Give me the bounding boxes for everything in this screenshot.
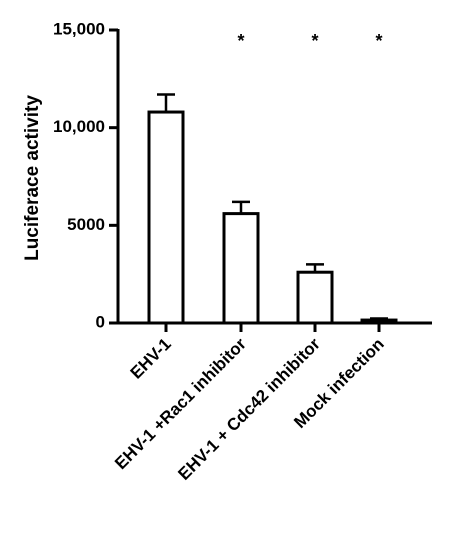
significance-marker: * (237, 31, 244, 51)
y-tick-label: 0 (96, 312, 105, 331)
bar (296, 270, 334, 325)
y-tick-label: 5000 (67, 215, 105, 234)
x-tick-label: EHV-1 (127, 334, 175, 382)
y-tick-label: 10,000 (53, 117, 105, 136)
significance-marker: * (375, 31, 382, 51)
bar (360, 318, 398, 325)
y-axis-label: Luciferace activity (22, 95, 43, 261)
x-tick-label: EHV-1 +Rac1 inhibitor (111, 334, 250, 473)
bar (222, 212, 260, 325)
significance-marker: * (311, 31, 318, 51)
y-tick-label: 15,000 (53, 19, 105, 38)
bar (147, 110, 185, 325)
